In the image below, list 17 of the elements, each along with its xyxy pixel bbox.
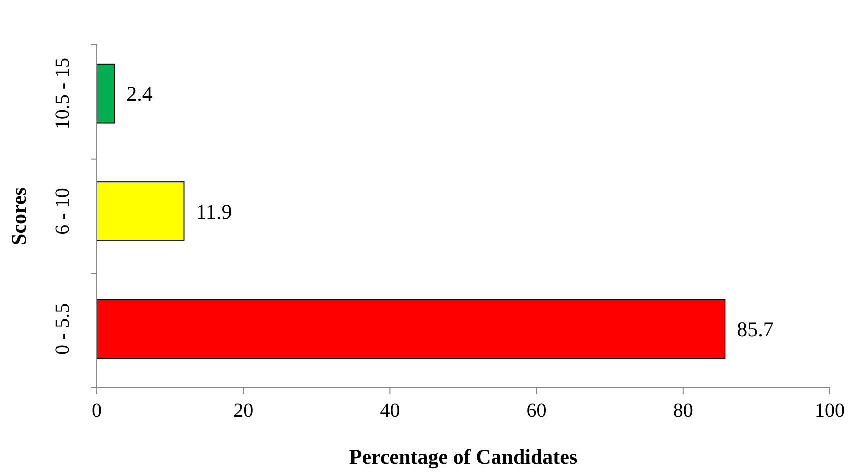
x-axis-title: Percentage of Candidates (349, 445, 578, 469)
x-tick-label: 80 (673, 400, 694, 422)
data-label: 2.4 (126, 82, 154, 106)
y-tick-label: 6 - 10 (52, 188, 74, 235)
x-tick-label: 40 (380, 400, 400, 422)
x-tick-label: 60 (526, 400, 547, 422)
y-tick-label: 0 - 5.5 (52, 303, 74, 356)
y-axis-title: Scores (7, 188, 31, 246)
bar (96, 299, 726, 360)
x-tick-label: 20 (234, 400, 254, 422)
x-tick-label: 100 (815, 400, 845, 422)
data-label: 85.7 (737, 318, 774, 342)
bar (96, 182, 185, 242)
data-label: 11.9 (196, 200, 232, 224)
y-tick-label: 10.5 - 15 (52, 58, 74, 130)
x-tick-label: 0 (92, 400, 102, 422)
bar (96, 64, 116, 124)
